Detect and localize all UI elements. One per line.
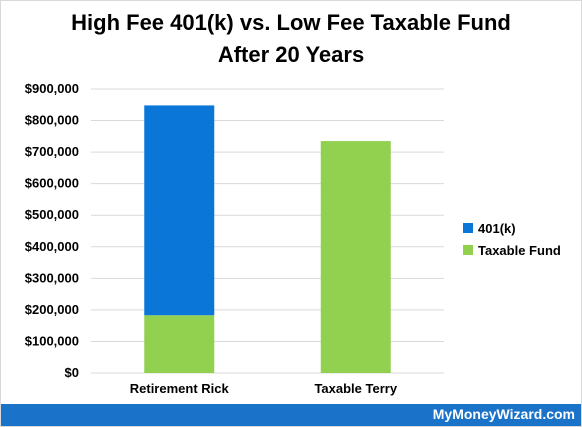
legend-item: 401(k) (463, 217, 561, 239)
bar-taxable-fund (320, 141, 391, 373)
footer-site-name: MyMoneyWizard.com (432, 406, 575, 422)
y-tick-label: $400,000 (25, 239, 79, 254)
footer-bar: MyMoneyWizard.com (1, 404, 581, 426)
y-tick-label: $200,000 (25, 302, 79, 317)
y-tick-label: $0 (65, 365, 79, 380)
y-tick-label: $700,000 (25, 144, 79, 159)
y-tick-label: $300,000 (25, 270, 79, 285)
bar-401-k (144, 105, 215, 316)
legend-swatch (463, 223, 473, 233)
chart-plot: $0 $100,000 $200,000 $300,000 $400,000 $500,0… (25, 81, 444, 396)
chart-title: High Fee 401(k) vs. Low Fee Taxable Fund… (1, 7, 581, 71)
y-tick-label: $100,000 (25, 333, 79, 348)
legend-label: 401(k) (478, 220, 516, 236)
y-tick-label: $800,000 (25, 113, 79, 128)
legend-swatch (463, 245, 473, 255)
chart-title-line-2: After 20 Years (217, 42, 365, 67)
legend-item: Taxable Fund (463, 239, 561, 261)
y-tick-label: $600,000 (25, 176, 79, 191)
chart-title-line-1: High Fee 401(k) vs. Low Fee Taxable Fund (71, 10, 511, 35)
x-category-label: Taxable Terry (314, 381, 397, 396)
y-tick-label: $900,000 (25, 81, 79, 96)
x-category-label: Retirement Rick (130, 381, 230, 396)
y-tick-label: $500,000 (25, 207, 79, 222)
legend-label: Taxable Fund (478, 242, 561, 258)
bar-taxable-fund (144, 315, 215, 373)
chart-legend: 401(k) Taxable Fund (463, 217, 561, 261)
